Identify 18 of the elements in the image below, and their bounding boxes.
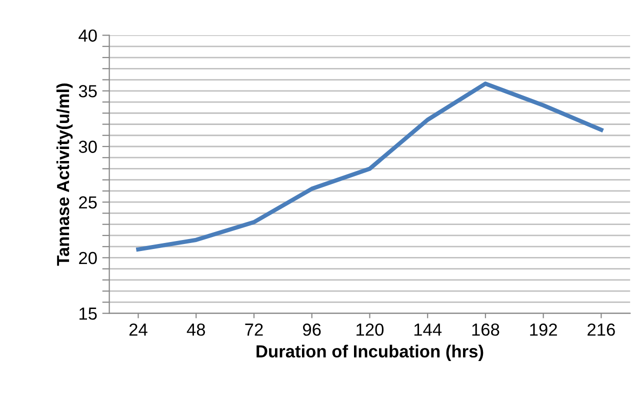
x-tick-label: 168	[472, 324, 500, 336]
x-tick-label: 24	[129, 324, 148, 336]
x-tick-label: 48	[186, 324, 206, 336]
y-axis-title: Tannase Activity(u/ml)	[56, 84, 73, 266]
line-series	[136, 82, 604, 252]
y-tick-label: 20	[79, 252, 97, 264]
x-tick-label: 144	[414, 324, 442, 336]
x-axis-title: Duration of Incubation (hrs)	[256, 344, 484, 361]
x-tick-label: 72	[245, 324, 263, 336]
y-tick-label: 15	[80, 308, 97, 320]
x-tick-label: 216	[588, 324, 615, 336]
y-tick-label: 35	[78, 85, 97, 98]
x-tick-label: 120	[356, 324, 384, 336]
y-tick-label: 40	[78, 29, 97, 42]
y-tick-label: 30	[78, 140, 97, 153]
x-tick-label: 192	[530, 324, 557, 336]
x-tick-label: 96	[303, 324, 321, 336]
y-tick-label: 25	[79, 196, 97, 209]
